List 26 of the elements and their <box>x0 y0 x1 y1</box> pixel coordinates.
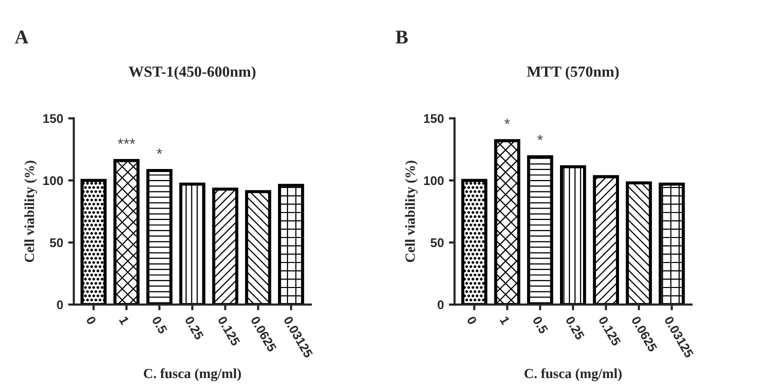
x-tick-label: 1 <box>119 316 130 326</box>
x-axis-title: C. fusca (mg/ml) <box>144 368 241 382</box>
y-tick-label: 150 <box>424 114 444 123</box>
y-tick-label: 100 <box>43 176 63 186</box>
y-tick-label: 0 <box>56 300 63 310</box>
y-axis-title: Cell viability (%) <box>24 160 37 262</box>
y-tick-label: 50 <box>50 238 63 248</box>
annotation: *** <box>118 138 136 144</box>
x-axis-title: C. fusca (mg/ml) <box>524 368 622 382</box>
y-tick-label: 50 <box>430 238 444 248</box>
text: A <box>14 30 28 44</box>
x-tick-label: 0 <box>466 316 478 326</box>
annotation: * <box>156 148 162 154</box>
y-axis-title: Cell viability (%) <box>405 160 418 262</box>
y-tick-label: 0 <box>438 300 444 310</box>
x-tick-label: 1 <box>500 316 510 326</box>
annotation: * <box>537 134 543 140</box>
x-tick-label: 0.5 <box>532 316 548 334</box>
chart-title: MTT (570nm) <box>526 66 619 80</box>
annotation: * <box>504 118 510 124</box>
x-tick-label: 0 <box>86 316 96 326</box>
chart-title: WST-1(450-600nm) <box>128 66 256 80</box>
y-tick-label: 150 <box>43 114 63 123</box>
x-tick-label: 0.5 <box>152 316 168 334</box>
y-tick-label: 100 <box>424 176 444 186</box>
text: B <box>396 30 408 44</box>
